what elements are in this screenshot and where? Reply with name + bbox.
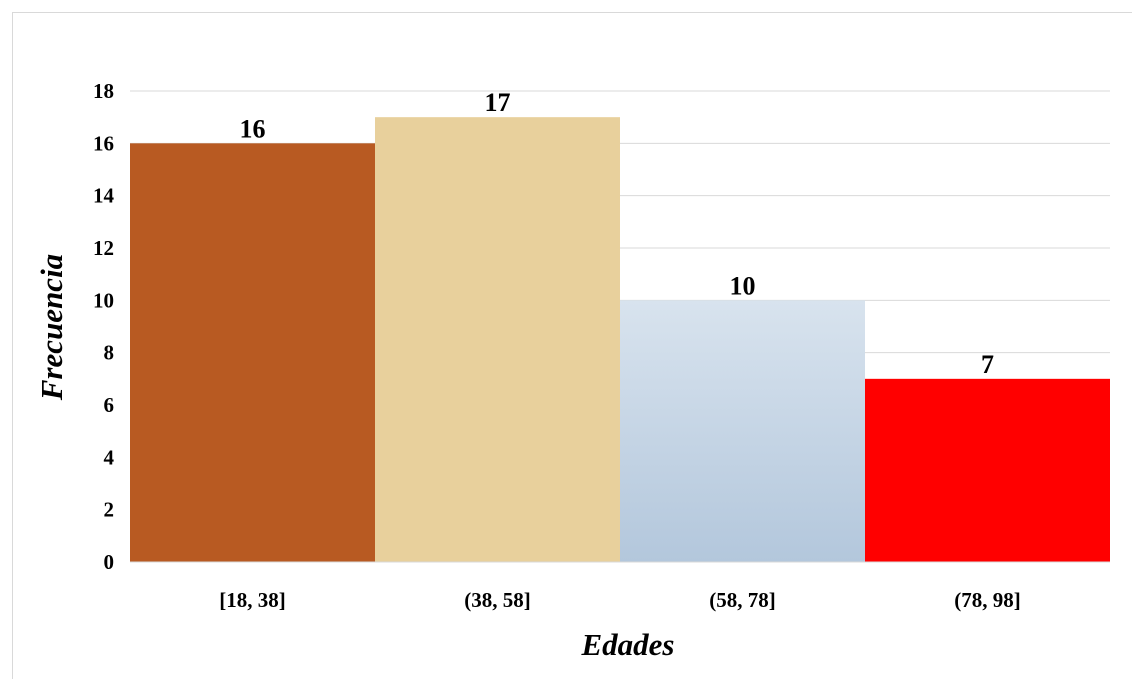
data-labels: 16 17 10 7 (240, 88, 995, 379)
data-label: 17 (485, 88, 511, 117)
y-tick-label: 10 (93, 288, 114, 312)
data-label: 7 (981, 350, 994, 379)
y-tick-label: 6 (104, 393, 115, 417)
y-tick-label: 8 (104, 341, 115, 365)
y-tick-label: 18 (93, 79, 114, 103)
bar (620, 300, 865, 562)
x-tick-label: (58, 78] (709, 588, 776, 612)
chart-frame (12, 12, 1132, 679)
bar (130, 143, 375, 563)
data-label: 10 (730, 271, 756, 300)
y-tick-label: 0 (104, 550, 115, 574)
x-tick-label: (38, 58] (464, 588, 531, 612)
y-axis-title: Frecuencia (34, 254, 69, 401)
y-tick-label: 2 (104, 498, 115, 522)
x-tick-labels: [18, 38] (38, 58] (58, 78] (78, 98] (219, 588, 1021, 612)
x-axis-title: Edades (581, 627, 675, 662)
bars (130, 117, 1110, 563)
y-tick-label: 12 (93, 236, 114, 260)
y-tick-label: 4 (104, 445, 115, 469)
y-tick-label: 16 (93, 131, 114, 155)
y-tick-label: 14 (93, 184, 115, 208)
x-tick-label: (78, 98] (954, 588, 1021, 612)
x-tick-label: [18, 38] (219, 588, 286, 612)
bar (865, 378, 1110, 562)
bar (375, 117, 620, 563)
y-tick-labels: 0 2 4 6 8 10 12 14 16 18 (93, 79, 115, 574)
data-label: 16 (240, 114, 266, 143)
